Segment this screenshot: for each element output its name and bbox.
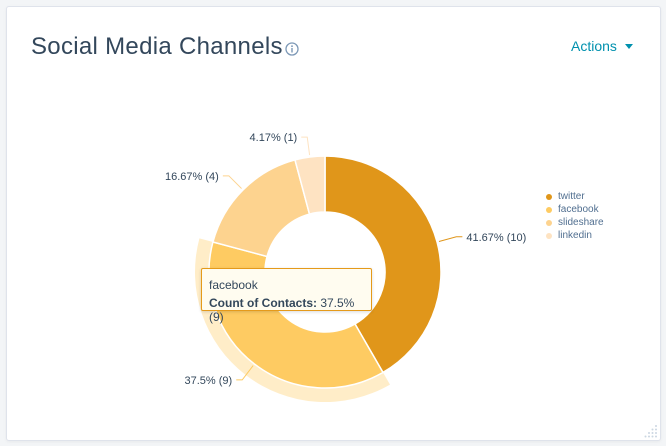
- actions-dropdown[interactable]: Actions: [571, 38, 633, 54]
- legend-label: linkedin: [558, 230, 592, 241]
- caret-down-icon: [624, 43, 633, 49]
- legend-item-twitter[interactable]: twitter: [546, 190, 604, 203]
- slice-linkedin[interactable]: [294, 155, 326, 215]
- actions-label: Actions: [571, 38, 617, 54]
- data-label-slideshare: 16.67% (4): [165, 171, 219, 183]
- legend-swatch: [546, 232, 552, 239]
- leader-line-facebook: [236, 365, 254, 381]
- data-label-linkedin: 4.17% (1): [250, 132, 298, 144]
- leader-line-twitter: [438, 236, 463, 242]
- legend-item-slideshare[interactable]: slideshare: [546, 216, 604, 229]
- legend-item-facebook[interactable]: facebook: [546, 203, 604, 216]
- slice-slideshare[interactable]: [212, 159, 311, 258]
- leader-line-linkedin: [301, 136, 311, 156]
- legend-swatch: [546, 193, 552, 200]
- legend-swatch: [546, 219, 552, 226]
- leader-line-slideshare: [222, 175, 242, 189]
- legend-label: facebook: [558, 204, 599, 215]
- info-circle-icon[interactable]: [285, 42, 299, 56]
- resize-handle-icon[interactable]: [644, 424, 658, 438]
- tooltip-series: facebook: [209, 278, 258, 292]
- slice-twitter[interactable]: [324, 155, 442, 374]
- legend-label: slideshare: [558, 217, 604, 228]
- legend-swatch: [546, 206, 552, 213]
- chart-legend: twitter facebook slideshare linkedin: [546, 190, 604, 242]
- tooltip-value: 37.5% (9): [209, 296, 355, 324]
- legend-item-linkedin[interactable]: linkedin: [546, 229, 604, 242]
- report-title: Social Media Channels: [31, 33, 283, 60]
- chart-tooltip: facebook Count of Contacts: 37.5% (9): [201, 268, 372, 324]
- data-label-facebook: 37.5% (9): [185, 375, 233, 387]
- tooltip-label: Count of Contacts:: [209, 296, 317, 310]
- slice-halo-facebook: [195, 238, 390, 403]
- data-label-twitter: 41.67% (10): [466, 232, 526, 244]
- legend-label: twitter: [558, 191, 585, 202]
